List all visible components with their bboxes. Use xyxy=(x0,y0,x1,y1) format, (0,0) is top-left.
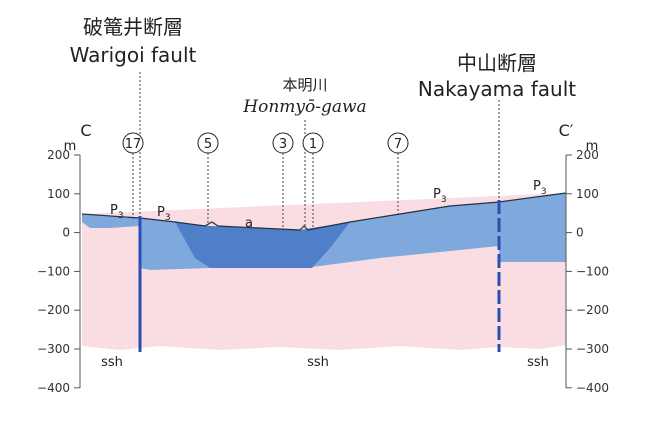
unit-label: P3 xyxy=(433,187,447,205)
tick-label: −200 xyxy=(37,303,70,317)
tick-label: 0 xyxy=(62,226,70,240)
unit-subscript: 3 xyxy=(441,195,447,205)
tick-label: 100 xyxy=(47,187,70,201)
unit: m xyxy=(586,139,599,154)
borehole-number: 1 xyxy=(309,137,317,152)
unit-subscript: 3 xyxy=(541,187,547,197)
alluvium-label: a xyxy=(245,216,253,231)
borehole-circle xyxy=(387,132,409,154)
tick-label: −200 xyxy=(576,303,609,317)
borehole-circle xyxy=(122,132,144,154)
river-name-ja: 本明川 xyxy=(282,76,327,94)
borehole-number: 5 xyxy=(204,137,212,152)
tick-label: −100 xyxy=(37,264,70,278)
ground-surface xyxy=(81,192,567,231)
unit-symbol: P xyxy=(533,179,541,194)
borehole-circle xyxy=(272,132,294,154)
tick-label: −400 xyxy=(576,381,609,395)
tick-label: 100 xyxy=(576,187,599,201)
unit-label: P3 xyxy=(110,203,124,221)
borehole-number: 7 xyxy=(394,137,402,152)
tick-label: 0 xyxy=(576,226,584,240)
borehole-circle xyxy=(302,132,324,154)
borehole-number: 17 xyxy=(125,137,142,152)
basement-label: ssh xyxy=(307,355,329,370)
borehole-number: 3 xyxy=(279,137,287,152)
unit-subscript: 3 xyxy=(165,213,171,223)
basin-fill xyxy=(175,222,350,268)
borehole-circle xyxy=(197,132,219,154)
unit-subscript: 3 xyxy=(118,211,124,221)
section-start: C xyxy=(80,121,91,140)
fault-name-ja: 破篭井断層 xyxy=(83,15,183,39)
river-name-en: Honmyō-gawa xyxy=(242,97,366,117)
unit: m xyxy=(64,139,77,154)
fault-name-ja: 中山断層 xyxy=(457,51,537,75)
section-end: C′ xyxy=(559,121,574,140)
unit-label: P3 xyxy=(157,205,171,223)
basement-label: ssh xyxy=(527,355,549,370)
unit-symbol: P xyxy=(110,203,118,218)
basement-label: ssh xyxy=(101,355,123,370)
tick-label: 200 xyxy=(47,148,70,162)
unit-label: P3 xyxy=(533,179,547,197)
tick-label: −300 xyxy=(37,342,70,356)
tick-label: −300 xyxy=(576,342,609,356)
fault-name-en: Warigoi fault xyxy=(70,43,197,67)
unit-symbol: P xyxy=(433,187,441,202)
fault-name-en: Nakayama fault xyxy=(418,77,576,101)
unit-symbol: P xyxy=(157,205,165,220)
tick-label: −100 xyxy=(576,264,609,278)
tick-label: 200 xyxy=(576,148,599,162)
tick-label: −400 xyxy=(37,381,70,395)
